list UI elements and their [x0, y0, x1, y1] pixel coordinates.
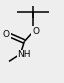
Text: O: O — [32, 27, 39, 36]
Text: O: O — [3, 30, 10, 39]
Text: NH: NH — [18, 50, 31, 59]
